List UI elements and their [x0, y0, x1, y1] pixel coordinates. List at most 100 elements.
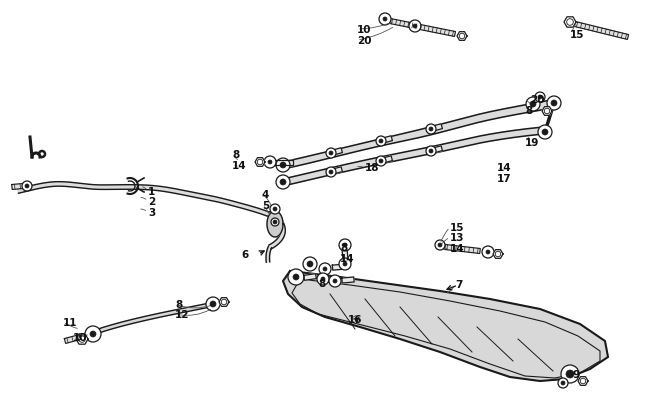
Text: 15: 15: [570, 30, 584, 40]
Text: 13: 13: [450, 232, 465, 243]
Text: 4: 4: [262, 190, 269, 200]
Text: 17: 17: [497, 174, 512, 183]
Circle shape: [293, 274, 299, 280]
Text: 8: 8: [525, 106, 532, 116]
Circle shape: [333, 279, 337, 284]
Polygon shape: [493, 250, 503, 259]
Circle shape: [413, 25, 417, 29]
Circle shape: [429, 128, 433, 132]
Polygon shape: [342, 245, 348, 264]
Circle shape: [210, 301, 216, 307]
Circle shape: [435, 241, 445, 250]
Text: 5: 5: [262, 200, 269, 211]
Polygon shape: [304, 274, 317, 281]
Circle shape: [273, 220, 277, 224]
Text: 8: 8: [340, 243, 347, 252]
Circle shape: [329, 171, 333, 175]
Circle shape: [329, 275, 341, 287]
Text: 20: 20: [357, 36, 372, 46]
Text: 14: 14: [340, 254, 355, 263]
Circle shape: [319, 263, 331, 275]
Circle shape: [321, 277, 325, 281]
Polygon shape: [328, 167, 343, 176]
Text: 9: 9: [573, 369, 580, 379]
Circle shape: [383, 18, 387, 22]
Circle shape: [326, 149, 336, 159]
Circle shape: [558, 378, 568, 388]
Circle shape: [270, 205, 280, 215]
Polygon shape: [378, 156, 393, 165]
Circle shape: [551, 101, 557, 107]
Text: 7: 7: [455, 279, 462, 289]
Text: 16: 16: [348, 314, 363, 324]
Circle shape: [343, 243, 347, 247]
Circle shape: [409, 21, 421, 33]
Circle shape: [486, 250, 490, 254]
Polygon shape: [12, 184, 23, 190]
Polygon shape: [255, 158, 265, 167]
Polygon shape: [76, 334, 88, 344]
Circle shape: [530, 102, 536, 108]
Text: 10: 10: [73, 332, 88, 342]
Text: 10: 10: [357, 25, 372, 35]
Circle shape: [273, 207, 277, 211]
Polygon shape: [283, 271, 608, 381]
Circle shape: [538, 96, 542, 100]
Circle shape: [326, 168, 336, 177]
Circle shape: [561, 381, 565, 385]
Text: 1: 1: [148, 187, 155, 196]
Circle shape: [538, 126, 552, 140]
Polygon shape: [219, 298, 229, 307]
Circle shape: [426, 125, 436, 135]
Circle shape: [280, 162, 286, 168]
Circle shape: [206, 297, 220, 311]
Polygon shape: [578, 377, 588, 386]
Circle shape: [339, 258, 351, 270]
Polygon shape: [457, 32, 467, 41]
Circle shape: [90, 331, 96, 337]
Text: 8: 8: [175, 299, 182, 309]
Circle shape: [307, 261, 313, 267]
Text: 18: 18: [365, 162, 380, 173]
Circle shape: [268, 161, 272, 164]
Polygon shape: [389, 19, 456, 37]
Circle shape: [85, 326, 101, 342]
Circle shape: [547, 97, 561, 111]
Polygon shape: [89, 302, 215, 336]
Polygon shape: [575, 23, 629, 40]
Circle shape: [303, 257, 317, 271]
Text: 14: 14: [497, 162, 512, 173]
Circle shape: [542, 130, 548, 136]
Circle shape: [22, 181, 32, 192]
Text: 6: 6: [241, 249, 248, 259]
Text: 14: 14: [450, 243, 465, 254]
Circle shape: [482, 246, 494, 258]
Polygon shape: [445, 245, 480, 254]
Circle shape: [376, 136, 386, 147]
Circle shape: [379, 14, 391, 26]
Text: 8: 8: [318, 278, 325, 288]
Circle shape: [276, 159, 290, 173]
Circle shape: [379, 160, 383, 164]
Text: 20: 20: [530, 95, 545, 105]
Circle shape: [376, 157, 386, 166]
Polygon shape: [328, 148, 343, 157]
Polygon shape: [267, 211, 283, 237]
Text: 11: 11: [63, 317, 77, 327]
Polygon shape: [64, 335, 81, 343]
Polygon shape: [283, 100, 555, 170]
Circle shape: [535, 93, 545, 103]
Polygon shape: [564, 18, 576, 28]
Text: 3: 3: [148, 207, 155, 217]
Text: 19: 19: [525, 138, 540, 148]
Polygon shape: [273, 160, 293, 165]
Polygon shape: [428, 147, 443, 155]
Circle shape: [379, 140, 383, 144]
Circle shape: [339, 239, 351, 252]
Polygon shape: [428, 124, 443, 133]
Polygon shape: [542, 107, 552, 116]
Circle shape: [271, 218, 279, 226]
Polygon shape: [18, 182, 269, 217]
Text: 8: 8: [232, 149, 239, 160]
Polygon shape: [378, 136, 393, 145]
